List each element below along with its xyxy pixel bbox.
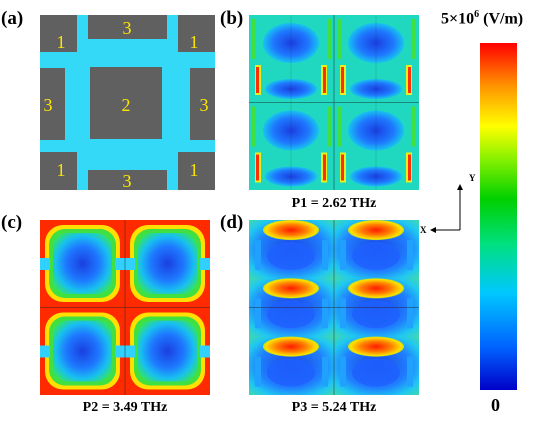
unit-cell-diagram: 1 3 1 3 2 3 1 3 1 [40, 15, 215, 190]
metal-corner-bottom-left [40, 152, 77, 190]
colorbar [480, 43, 517, 390]
region-label: 3 [123, 171, 132, 190]
x-axis-label: X [420, 225, 427, 235]
metal-corner-bottom-right [178, 152, 215, 190]
field-map-p1 [249, 15, 419, 190]
caption-p3: P3 = 5.24 THz [291, 400, 377, 415]
metal-right-bar [190, 68, 215, 140]
metal-top-bar [88, 15, 167, 39]
region-label: 1 [57, 32, 66, 52]
y-axis-label: Y [469, 173, 476, 183]
panel-b-label: (b) [220, 8, 244, 29]
metal-corner-top-left [40, 15, 77, 52]
field-map-p3 [249, 220, 419, 395]
region-label: 1 [190, 160, 199, 180]
metal-bottom-bar [88, 170, 167, 190]
colorbar-min-label: 0 [491, 395, 500, 415]
metal-corner-top-right [178, 15, 215, 52]
caption-p1: P1 = 2.62 THz [291, 196, 377, 211]
colorbar-max-label: 5×106 (V/m) [441, 9, 524, 28]
region-label: 3 [200, 95, 209, 115]
region-label: 1 [190, 32, 199, 52]
region-label: 3 [123, 18, 132, 38]
axis-indicator [430, 184, 463, 233]
metal-center-square [90, 67, 162, 139]
metal-left-bar [40, 68, 65, 140]
field-map-p2 [40, 220, 210, 395]
panel-d-label: (d) [220, 212, 244, 233]
region-label: 1 [57, 160, 66, 180]
region-label: 3 [44, 95, 53, 115]
panel-c-label: (c) [1, 212, 23, 233]
region-label: 2 [122, 95, 131, 115]
caption-p2: P2 = 3.49 THz [82, 400, 168, 415]
panel-a-label: (a) [1, 8, 24, 29]
